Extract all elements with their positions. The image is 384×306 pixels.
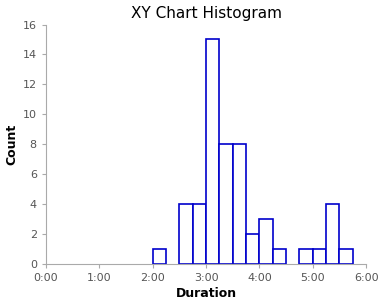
Title: XY Chart Histogram: XY Chart Histogram bbox=[131, 6, 281, 21]
X-axis label: Duration: Duration bbox=[175, 287, 237, 300]
Bar bbox=[233, 144, 246, 264]
Bar bbox=[339, 249, 353, 264]
Bar bbox=[273, 249, 286, 264]
Y-axis label: Count: Count bbox=[5, 124, 18, 165]
Bar bbox=[219, 144, 233, 264]
Bar bbox=[206, 39, 219, 264]
Bar bbox=[259, 219, 273, 264]
Bar bbox=[300, 249, 313, 264]
Bar bbox=[193, 204, 206, 264]
Bar bbox=[326, 204, 339, 264]
Bar bbox=[152, 249, 166, 264]
Bar bbox=[313, 249, 326, 264]
Bar bbox=[246, 234, 259, 264]
Bar bbox=[179, 204, 193, 264]
